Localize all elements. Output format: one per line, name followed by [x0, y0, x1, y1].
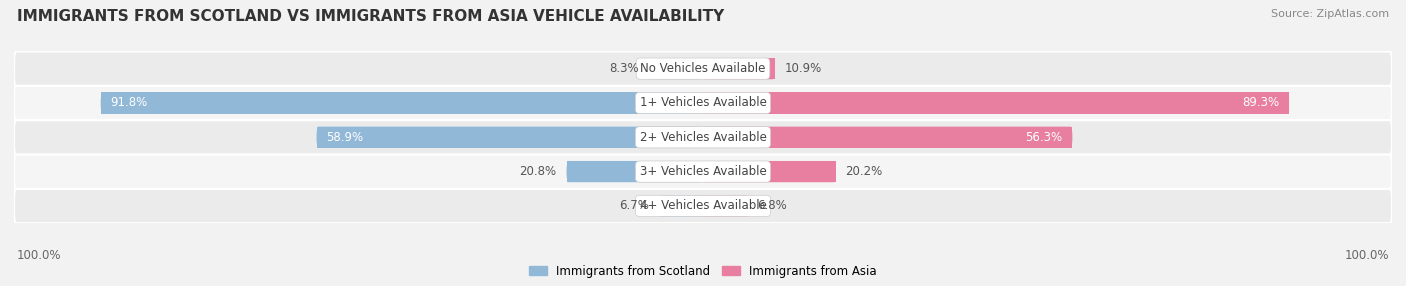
Bar: [703, 161, 769, 182]
Bar: [703, 161, 835, 182]
Text: 100.0%: 100.0%: [1344, 249, 1389, 262]
Text: 100.0%: 100.0%: [17, 249, 62, 262]
Bar: [567, 161, 703, 182]
Text: 20.8%: 20.8%: [520, 165, 557, 178]
FancyBboxPatch shape: [703, 92, 1289, 114]
FancyBboxPatch shape: [659, 195, 703, 217]
Bar: [648, 58, 703, 79]
Bar: [402, 92, 703, 114]
Text: 56.3%: 56.3%: [1025, 131, 1063, 144]
Text: Source: ZipAtlas.com: Source: ZipAtlas.com: [1271, 9, 1389, 19]
Bar: [703, 127, 887, 148]
FancyBboxPatch shape: [703, 127, 1073, 148]
Bar: [659, 195, 703, 217]
FancyBboxPatch shape: [703, 195, 748, 217]
Bar: [703, 92, 1289, 114]
FancyBboxPatch shape: [703, 161, 835, 182]
Text: IMMIGRANTS FROM SCOTLAND VS IMMIGRANTS FROM ASIA VEHICLE AVAILABILITY: IMMIGRANTS FROM SCOTLAND VS IMMIGRANTS F…: [17, 9, 724, 23]
Bar: [703, 58, 775, 79]
Bar: [703, 195, 748, 217]
Text: No Vehicles Available: No Vehicles Available: [640, 62, 766, 75]
Text: 91.8%: 91.8%: [111, 96, 148, 110]
FancyBboxPatch shape: [14, 154, 1392, 189]
Bar: [316, 127, 703, 148]
Legend: Immigrants from Scotland, Immigrants from Asia: Immigrants from Scotland, Immigrants fro…: [524, 260, 882, 282]
Bar: [101, 92, 703, 114]
Bar: [681, 195, 703, 217]
Bar: [634, 161, 703, 182]
Text: 1+ Vehicles Available: 1+ Vehicles Available: [640, 96, 766, 110]
Bar: [703, 92, 995, 114]
FancyBboxPatch shape: [14, 86, 1392, 120]
Bar: [703, 58, 738, 79]
FancyBboxPatch shape: [648, 58, 703, 79]
Text: 58.9%: 58.9%: [326, 131, 364, 144]
Text: 89.3%: 89.3%: [1241, 96, 1279, 110]
Text: 6.8%: 6.8%: [758, 199, 787, 212]
Bar: [703, 127, 1073, 148]
FancyBboxPatch shape: [14, 120, 1392, 154]
FancyBboxPatch shape: [316, 127, 703, 148]
FancyBboxPatch shape: [703, 58, 775, 79]
FancyBboxPatch shape: [14, 189, 1392, 223]
Text: 10.9%: 10.9%: [785, 62, 821, 75]
Bar: [676, 58, 703, 79]
Bar: [510, 127, 703, 148]
Text: 8.3%: 8.3%: [609, 62, 638, 75]
Text: 6.7%: 6.7%: [619, 199, 650, 212]
Text: 2+ Vehicles Available: 2+ Vehicles Available: [640, 131, 766, 144]
FancyBboxPatch shape: [567, 161, 703, 182]
FancyBboxPatch shape: [101, 92, 703, 114]
Text: 20.2%: 20.2%: [845, 165, 883, 178]
Text: 3+ Vehicles Available: 3+ Vehicles Available: [640, 165, 766, 178]
Text: 4+ Vehicles Available: 4+ Vehicles Available: [640, 199, 766, 212]
Bar: [703, 195, 725, 217]
FancyBboxPatch shape: [14, 51, 1392, 86]
